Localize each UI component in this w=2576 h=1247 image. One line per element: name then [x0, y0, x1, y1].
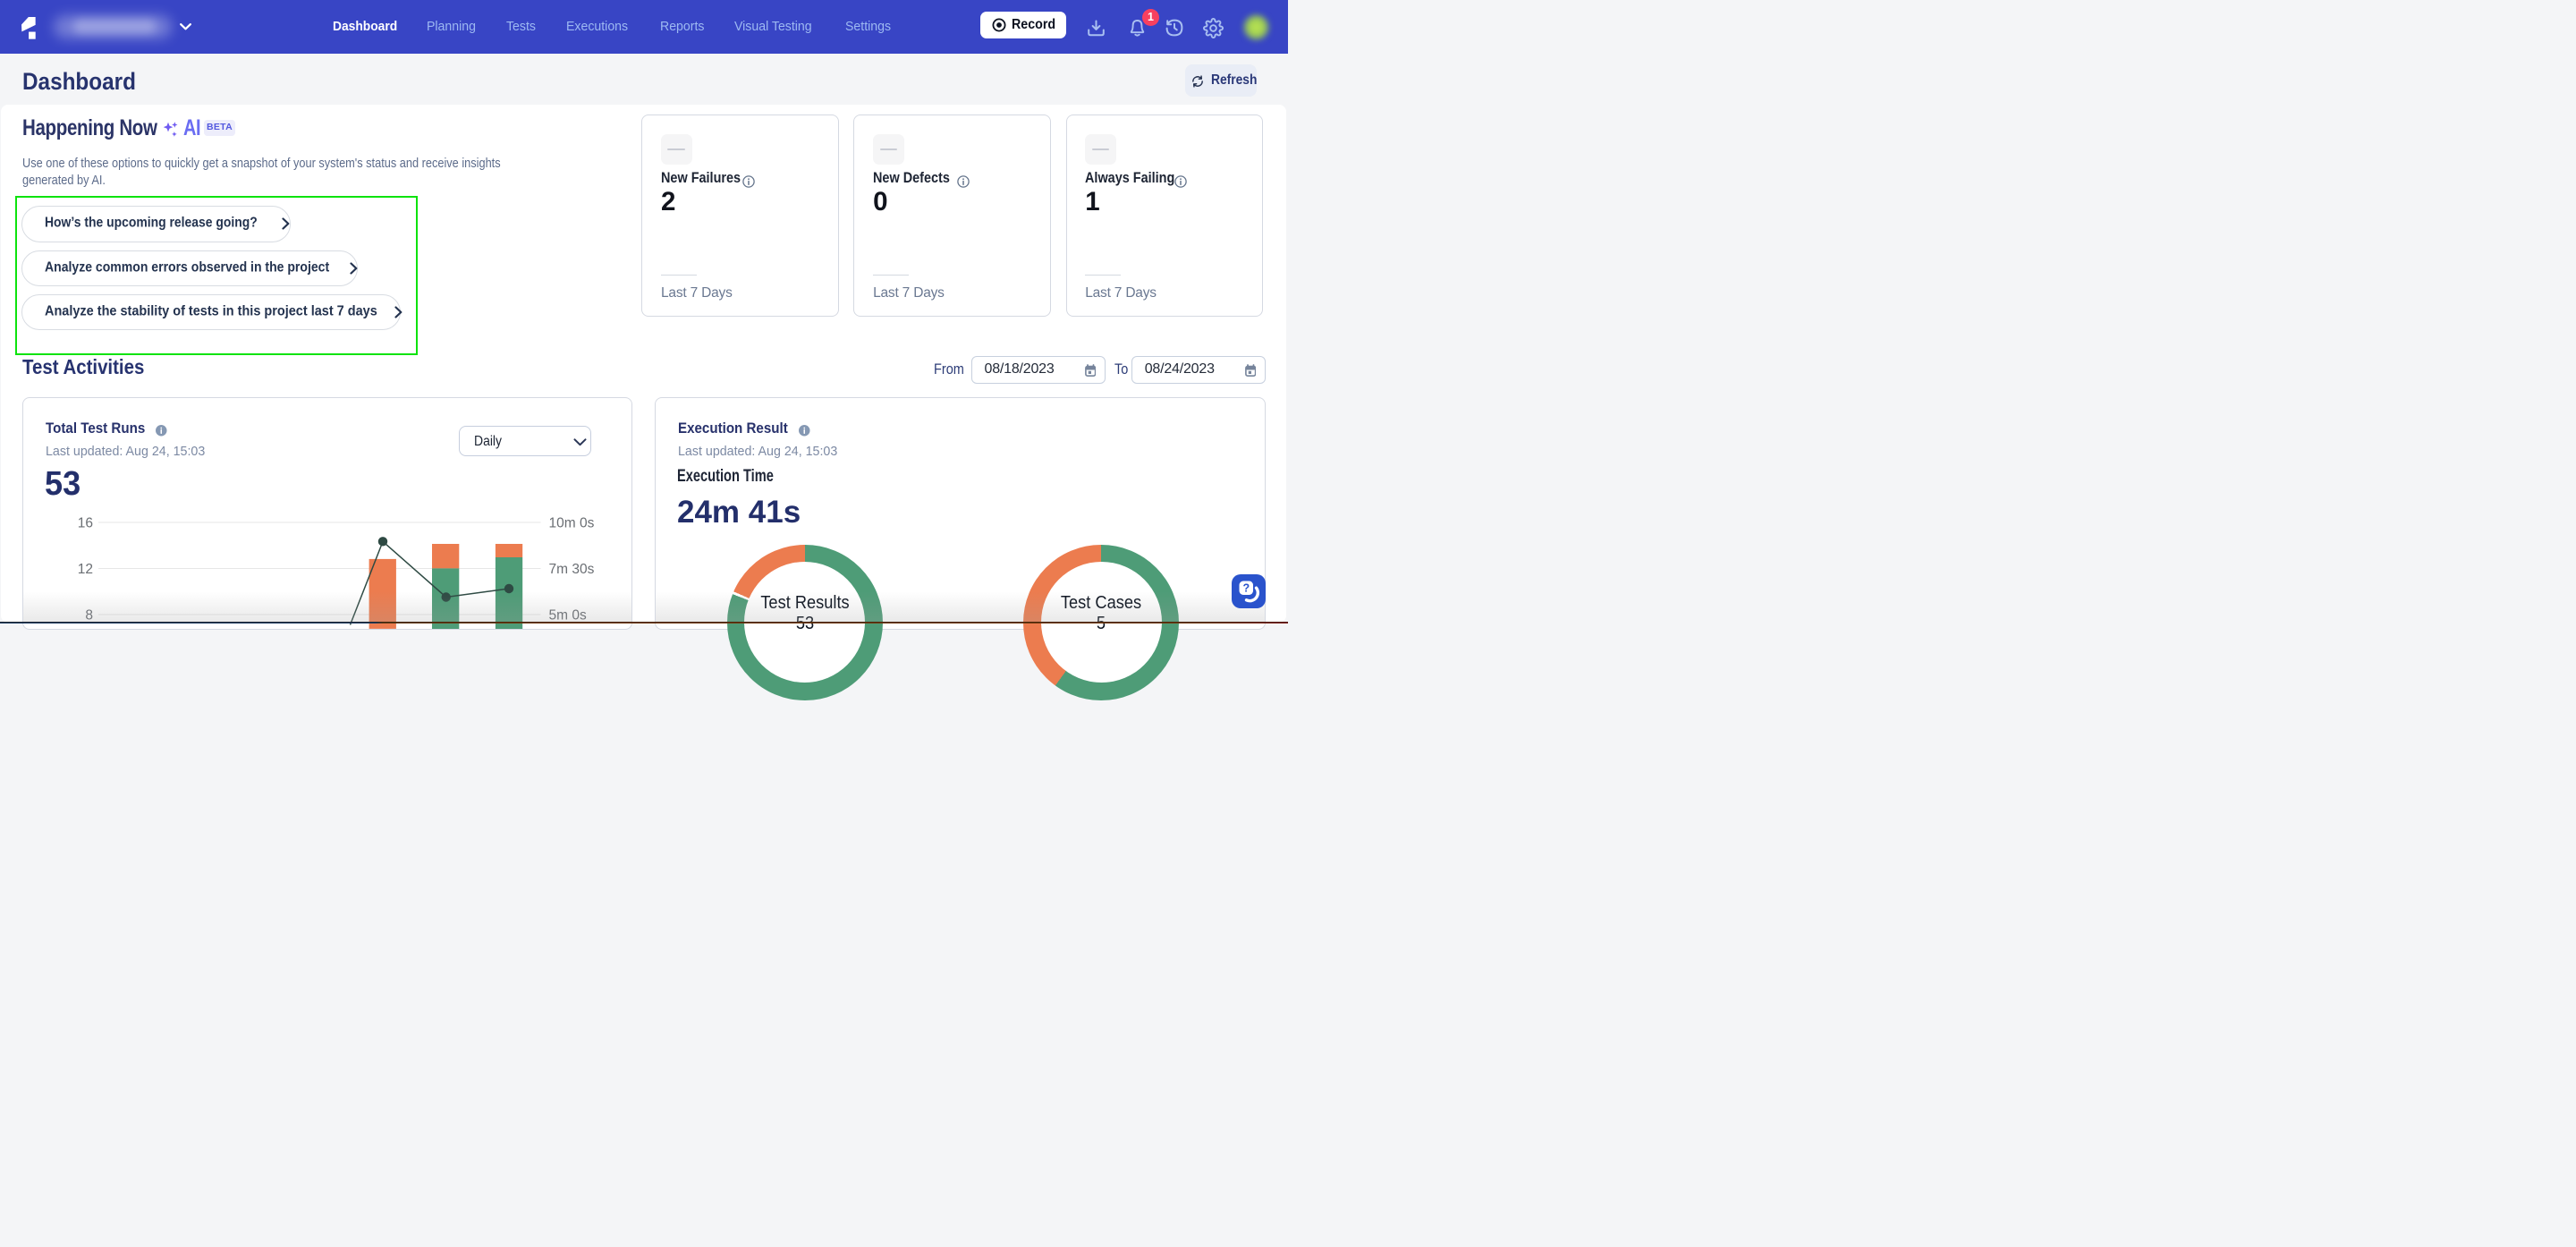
svg-text:?: ?: [1242, 581, 1250, 594]
svg-text:7m 30s: 7m 30s: [548, 562, 594, 577]
svg-text:10m 0s: 10m 0s: [548, 515, 594, 530]
svg-text:5m 0s: 5m 0s: [548, 607, 586, 623]
svg-text:8: 8: [85, 607, 93, 623]
svg-text:12: 12: [77, 562, 92, 577]
svg-text:16: 16: [77, 515, 92, 530]
